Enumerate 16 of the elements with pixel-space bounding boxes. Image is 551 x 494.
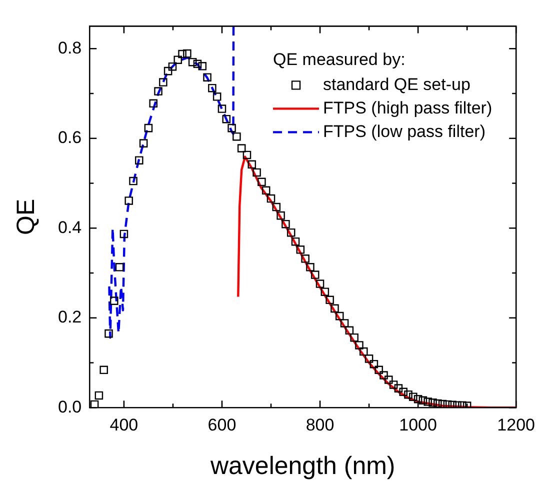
x-tick-label: 600: [208, 415, 236, 434]
y-axis-title: QE: [12, 198, 40, 235]
legend-label: standard QE set-up: [323, 74, 470, 94]
x-axis-title: wavelength (nm): [209, 452, 396, 480]
y-tick-label: 0.8: [58, 38, 82, 58]
legend-label: FTPS (low pass filter): [323, 122, 486, 141]
x-tick-label: 800: [306, 415, 334, 434]
x-tick-label: 1200: [497, 415, 536, 434]
legend-title: QE measured by:: [273, 50, 406, 69]
y-tick-label: 0.4: [58, 218, 82, 237]
y-tick-label: 0.6: [58, 128, 82, 148]
x-tick-label: 1000: [399, 415, 437, 434]
y-tick-label: 0.2: [58, 308, 82, 327]
x-tick-label: 400: [110, 415, 138, 434]
legend-label: FTPS (high pass filter): [323, 98, 492, 118]
y-tick-label: 0.0: [58, 397, 82, 416]
